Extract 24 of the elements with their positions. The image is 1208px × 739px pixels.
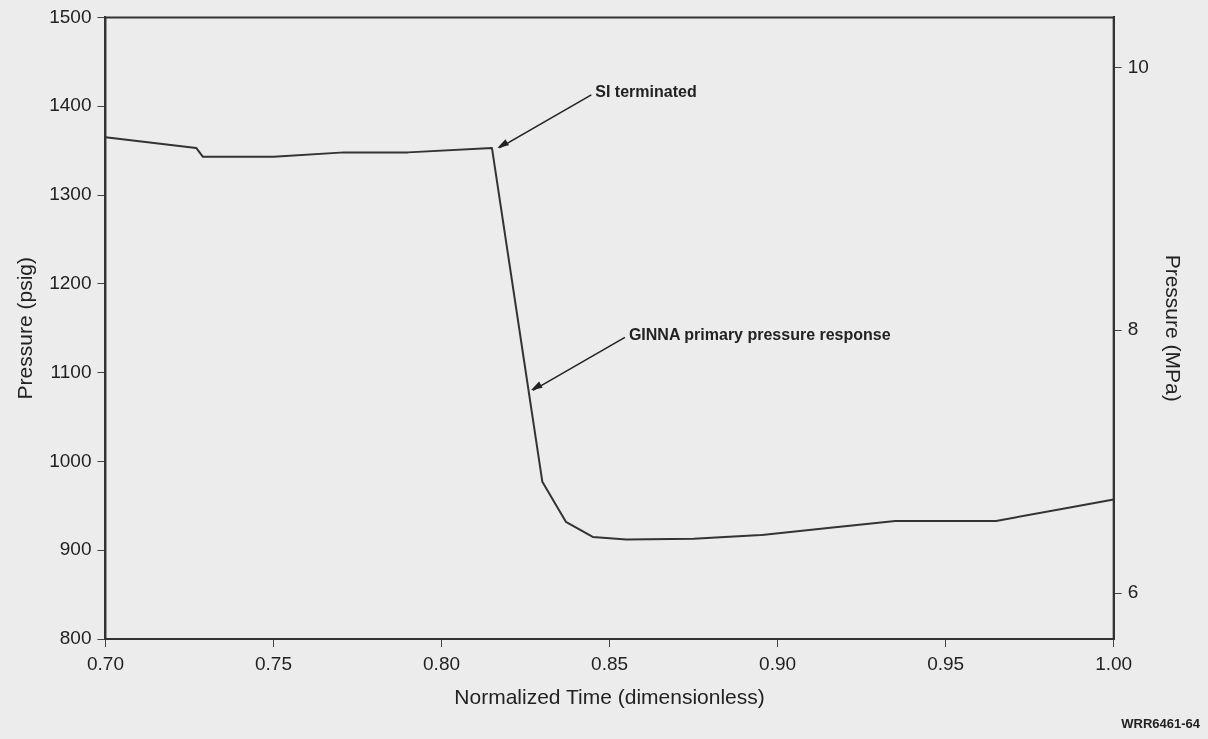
y-tick-label: 900 bbox=[59, 538, 92, 560]
x-tick-label: 0.95 bbox=[927, 652, 965, 674]
annotation: SI terminated bbox=[595, 83, 697, 101]
y-tick-label: 1400 bbox=[49, 94, 92, 116]
x-tick-label: 0.75 bbox=[255, 652, 292, 674]
y2-tick-label: 8 bbox=[1127, 318, 1139, 340]
x-tick-label: 0.85 bbox=[591, 652, 629, 674]
y2-tick-label: 6 bbox=[1127, 581, 1139, 603]
x-tick-label: 0.90 bbox=[759, 652, 797, 674]
y-tick-label: 1000 bbox=[49, 449, 92, 471]
x-tick-label: 1.00 bbox=[1095, 652, 1133, 674]
x-axis-title: Normalized Time (dimensionless) bbox=[454, 685, 765, 709]
y-axis-title: Pressure (psig) bbox=[13, 257, 37, 400]
text: WRR6461-64 bbox=[1121, 716, 1201, 732]
y2-axis-title: Pressure (MPa) bbox=[1161, 254, 1185, 402]
y-tick-label: 800 bbox=[59, 627, 92, 649]
y-tick-label: 1300 bbox=[49, 183, 92, 205]
y-tick-label: 1100 bbox=[50, 360, 92, 382]
y-tick-label: 1500 bbox=[49, 5, 92, 27]
annotation: GINNA primary pressure response bbox=[628, 325, 891, 343]
x-tick-label: 0.80 bbox=[423, 652, 461, 674]
x-tick-label: 0.70 bbox=[86, 652, 124, 674]
y2-tick-label: 10 bbox=[1127, 55, 1149, 77]
y-tick-label: 1200 bbox=[49, 272, 92, 294]
